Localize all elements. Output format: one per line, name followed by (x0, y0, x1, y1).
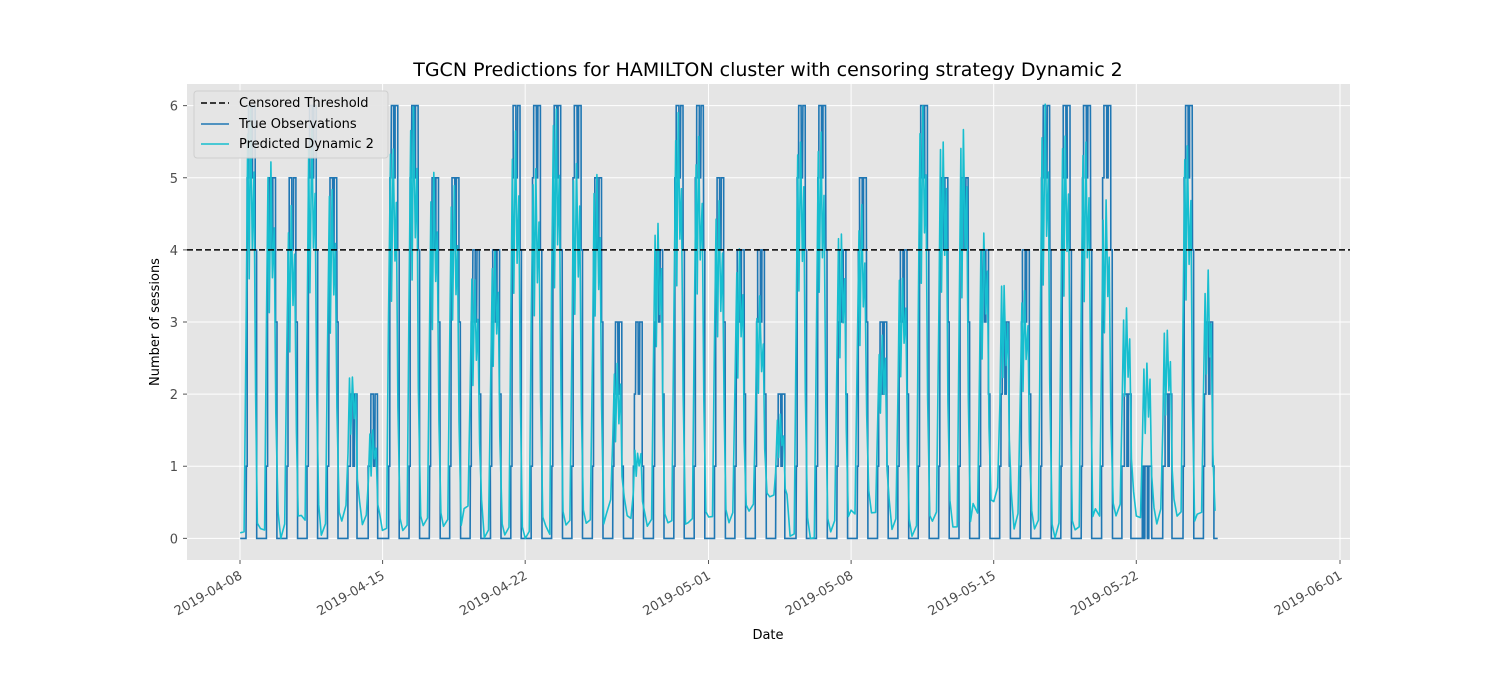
y-tick-label: 2 (170, 388, 178, 403)
x-tick-label: 2019-04-08 (172, 568, 245, 619)
legend-label-predicted-dynamic-2: Predicted Dynamic 2 (239, 137, 374, 152)
x-tick-label: 2019-04-15 (315, 568, 388, 619)
x-tick-label: 2019-05-08 (783, 568, 856, 619)
legend-label-censored-threshold: Censored Threshold (239, 96, 369, 111)
y-tick-label: 3 (170, 316, 178, 331)
y-axis: 0 1 2 3 4 5 6 (170, 100, 187, 547)
x-tick-label: 2019-05-15 (926, 568, 999, 619)
series-line-predicted-dynamic-2 (239, 103, 1216, 540)
y-tick-label: 5 (170, 172, 178, 187)
legend: Censored Threshold True Observations Pre… (193, 90, 389, 159)
series-layer (239, 103, 1218, 540)
x-tick-label: 2019-06-01 (1272, 568, 1345, 619)
series-line-true-observations (240, 104, 1218, 540)
y-tick-label: 6 (170, 100, 178, 115)
y-tick-label: 0 (170, 532, 178, 547)
x-axis-label: Date (752, 628, 783, 643)
legend-box (193, 90, 389, 159)
legend-label-true-observations: True Observations (238, 117, 357, 132)
y-tick-label: 4 (170, 244, 178, 259)
chart-title: TGCN Predictions for HAMILTON cluster wi… (412, 59, 1123, 81)
y-axis-label: Number of sessions (148, 258, 163, 386)
x-tick-label: 2019-05-22 (1068, 568, 1141, 619)
grid (187, 84, 1350, 560)
x-tick-label: 2019-05-01 (641, 568, 714, 619)
y-tick-label: 1 (170, 460, 178, 475)
x-tick-label: 2019-04-22 (457, 568, 530, 619)
x-axis: 2019-04-08 2019-04-15 2019-04-22 2019-05-01… (172, 560, 1345, 619)
